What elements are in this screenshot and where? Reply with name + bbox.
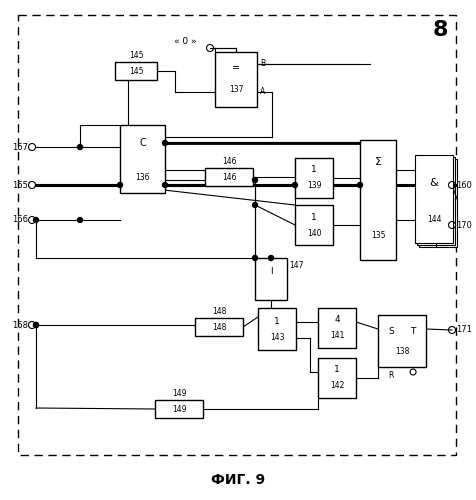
Circle shape bbox=[78, 144, 82, 150]
Text: 147: 147 bbox=[289, 262, 304, 270]
Bar bbox=[318, 358, 356, 398]
Bar bbox=[378, 315, 426, 367]
Text: 149: 149 bbox=[172, 404, 186, 413]
Bar bbox=[295, 205, 333, 245]
Text: 143: 143 bbox=[270, 334, 284, 342]
Bar bbox=[360, 140, 396, 260]
Text: 1: 1 bbox=[334, 366, 340, 374]
Text: S: S bbox=[388, 326, 394, 336]
Bar bbox=[417, 157, 455, 245]
Text: T: T bbox=[410, 326, 416, 336]
Text: I: I bbox=[270, 268, 272, 276]
Text: 138: 138 bbox=[395, 346, 409, 356]
Text: 146: 146 bbox=[222, 172, 236, 182]
Text: &: & bbox=[430, 178, 438, 188]
Bar bbox=[318, 308, 356, 348]
Text: 8: 8 bbox=[432, 20, 448, 40]
Text: A: A bbox=[260, 88, 265, 96]
Text: Σ: Σ bbox=[375, 157, 381, 167]
Bar bbox=[205, 168, 253, 186]
Text: 166: 166 bbox=[12, 216, 28, 224]
Text: R: R bbox=[388, 370, 394, 380]
Bar bbox=[195, 318, 243, 336]
Circle shape bbox=[292, 182, 298, 188]
Text: 1: 1 bbox=[311, 166, 317, 174]
Text: « 0 »: « 0 » bbox=[174, 38, 196, 46]
Bar bbox=[215, 52, 257, 107]
Bar bbox=[415, 155, 453, 243]
Circle shape bbox=[252, 202, 258, 207]
Text: 171: 171 bbox=[456, 326, 472, 334]
Circle shape bbox=[118, 182, 122, 188]
Text: =: = bbox=[232, 63, 240, 73]
Text: 140: 140 bbox=[307, 228, 321, 237]
Text: 4: 4 bbox=[334, 316, 340, 324]
Bar bbox=[155, 400, 203, 418]
Text: 144: 144 bbox=[427, 216, 441, 224]
Circle shape bbox=[33, 322, 39, 328]
Text: 139: 139 bbox=[307, 182, 321, 190]
Text: 141: 141 bbox=[330, 332, 344, 340]
Circle shape bbox=[162, 182, 168, 188]
Circle shape bbox=[78, 218, 82, 222]
Text: 142: 142 bbox=[330, 382, 344, 390]
Bar bbox=[18, 15, 456, 455]
Text: 165: 165 bbox=[12, 180, 28, 190]
Circle shape bbox=[33, 218, 39, 222]
Text: C: C bbox=[139, 138, 146, 148]
Text: 137: 137 bbox=[229, 86, 243, 94]
Bar bbox=[255, 258, 287, 300]
Text: 1: 1 bbox=[311, 212, 317, 222]
Circle shape bbox=[33, 322, 39, 328]
Text: 148: 148 bbox=[212, 322, 226, 332]
Text: 170: 170 bbox=[456, 220, 472, 230]
Bar bbox=[419, 159, 457, 247]
Circle shape bbox=[252, 178, 258, 182]
Bar bbox=[120, 125, 165, 193]
Text: 160: 160 bbox=[456, 180, 472, 190]
Text: 168: 168 bbox=[12, 320, 28, 330]
Text: 135: 135 bbox=[371, 230, 385, 239]
Text: ФИГ. 9: ФИГ. 9 bbox=[211, 473, 265, 487]
Text: 145: 145 bbox=[129, 52, 143, 60]
Text: 149: 149 bbox=[172, 390, 186, 398]
Bar bbox=[115, 62, 157, 80]
Circle shape bbox=[357, 182, 363, 188]
Text: 145: 145 bbox=[129, 66, 143, 76]
Text: 146: 146 bbox=[222, 158, 236, 166]
Text: 136: 136 bbox=[135, 172, 150, 182]
Circle shape bbox=[268, 256, 274, 260]
Text: 167: 167 bbox=[12, 142, 28, 152]
Circle shape bbox=[162, 140, 168, 145]
Text: 148: 148 bbox=[212, 308, 226, 316]
Circle shape bbox=[252, 256, 258, 260]
Bar bbox=[295, 158, 333, 198]
Bar bbox=[258, 308, 296, 350]
Text: 1: 1 bbox=[274, 316, 280, 326]
Text: B: B bbox=[260, 60, 265, 68]
